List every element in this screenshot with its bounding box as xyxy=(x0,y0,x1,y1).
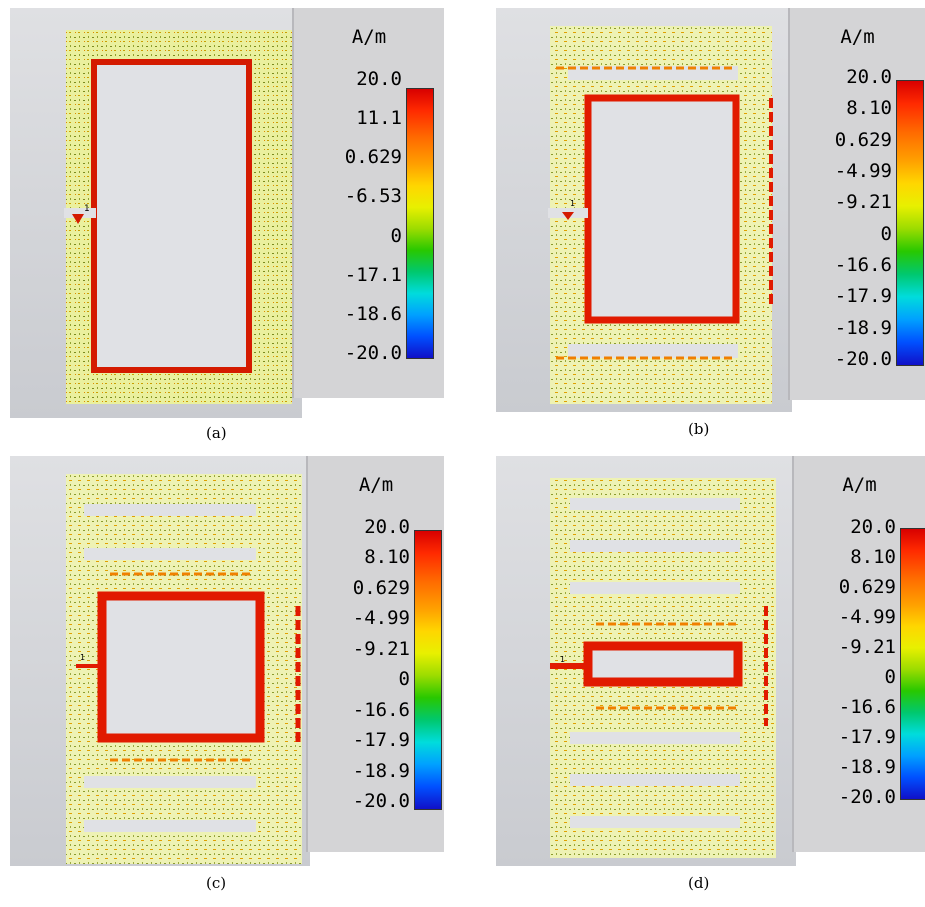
legend-tick-label: 20.0 xyxy=(356,68,402,90)
legend-tick-label: 0 xyxy=(880,222,892,245)
legend-tick-label: -17.1 xyxy=(344,263,402,286)
caption-c: (c) xyxy=(206,874,227,892)
legend-tick-label: 8.10 xyxy=(846,97,892,120)
legend-tick-label: 0 xyxy=(884,666,896,688)
legend-tick-label: -17.9 xyxy=(352,729,410,752)
legend-tick-label: -16.6 xyxy=(352,698,410,721)
legend-tick-label: -16.6 xyxy=(834,254,892,276)
caption-d: (d) xyxy=(688,874,710,892)
legend-unit-c: A/m xyxy=(358,474,394,496)
legend-tick-label: 8.10 xyxy=(850,546,896,568)
field-view-c: 1 xyxy=(10,456,310,866)
port-marker-a xyxy=(72,214,84,224)
color-scale-bar-a xyxy=(406,88,434,359)
legend-tick-label: -20.0 xyxy=(352,790,410,812)
field-view-b: 1 xyxy=(496,8,792,412)
port-marker-b xyxy=(562,212,574,220)
port-label-c: 1 xyxy=(80,653,85,662)
legend-tick-label: -4.99 xyxy=(352,607,410,630)
legend-tick-label: -9.21 xyxy=(352,637,410,660)
legend-tick-label: 20.0 xyxy=(364,516,410,538)
legend-tick-label: 0.629 xyxy=(344,146,402,169)
legend-tick-label: -9.21 xyxy=(834,191,892,214)
legend-tick-label: -18.9 xyxy=(838,756,896,778)
legend-tick-label: 20.0 xyxy=(846,66,892,88)
legend-tick-label: -18.9 xyxy=(834,316,892,339)
legend-unit-b: A/m xyxy=(840,26,875,48)
legend-b: A/m 20.0 8.10 0.629 -4.99 -9.21 0 -16.6 -17.9 -1… xyxy=(788,8,925,400)
panel-b: 1 A/m 20.0 8.10 0.629 -4.99 -9.21 0 -16.6 -17.9… xyxy=(496,8,925,412)
legend-tick-label: -9.21 xyxy=(838,636,896,658)
legend-tick-label: -17.9 xyxy=(838,726,896,748)
legend-tick-label: 0 xyxy=(398,668,410,691)
legend-tick-label: -20.0 xyxy=(344,342,402,364)
legend-unit-a: A/m xyxy=(351,26,387,48)
legend-d: A/m 20.0 8.10 0.629 -4.99 -9.21 0 -16.6 -17.9 -1… xyxy=(792,456,925,852)
color-scale-bar-d xyxy=(900,528,925,800)
port-label-d: 1 xyxy=(560,655,565,664)
legend-a: A/m 20.0 11.1 0.629 -6.53 0 -17.1 -18.6 -20.0 xyxy=(292,8,444,398)
legend-tick-label: 0.629 xyxy=(834,128,892,151)
legend-c: A/m 20.0 8.10 0.629 -4.99 -9.21 0 -16.6 -17.9 -1… xyxy=(306,456,444,852)
color-scale-bar-c xyxy=(414,530,442,810)
legend-tick-label: -6.53 xyxy=(344,185,402,208)
caption-a: (a) xyxy=(206,424,227,442)
port-label-b: 1 xyxy=(570,199,575,208)
panel-a: 1 A/m 20.0 11.1 0.629 -6.53 0 -17.1 -18.6 -20.0 xyxy=(10,8,444,418)
legend-tick-label: -20.0 xyxy=(834,348,892,370)
legend-tick-label: 20.0 xyxy=(850,516,896,538)
legend-tick-label: 0 xyxy=(390,224,402,247)
legend-tick-label: -16.6 xyxy=(838,696,896,718)
legend-tick-label: -4.99 xyxy=(834,160,892,182)
legend-tick-label: -18.9 xyxy=(352,759,410,782)
legend-tick-label: 0.629 xyxy=(352,576,410,599)
legend-tick-label: -18.6 xyxy=(344,302,402,325)
legend-unit-d: A/m xyxy=(842,474,877,496)
legend-tick-label: 11.1 xyxy=(356,107,402,130)
panel-c: 1 A/m 20.0 8.10 0.629 -4.99 -9.21 0 -16.6 -17.9… xyxy=(10,456,444,866)
field-view-d: 1 xyxy=(496,456,796,866)
legend-tick-label: 0.629 xyxy=(838,576,896,598)
caption-b: (b) xyxy=(688,420,710,438)
panel-d: 1 A/m 20.0 8.10 0.629 -4.99 -9.21 0 -16.6 -17.9… xyxy=(496,456,925,866)
legend-tick-label: -4.99 xyxy=(838,606,896,628)
legend-tick-label: 8.10 xyxy=(364,546,410,569)
legend-tick-label: -20.0 xyxy=(838,786,896,808)
field-view-a: 1 xyxy=(10,8,302,418)
legend-tick-label: -17.9 xyxy=(834,285,892,308)
color-scale-bar-b xyxy=(896,80,924,366)
port-label-a: 1 xyxy=(84,204,90,214)
